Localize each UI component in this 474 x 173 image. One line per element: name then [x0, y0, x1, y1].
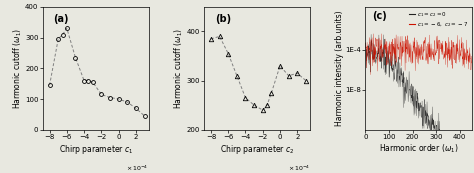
X-axis label: Harmonic order ($\omega_1$): Harmonic order ($\omega_1$): [379, 143, 458, 155]
Text: (a): (a): [53, 14, 69, 24]
Legend: $c_1 = c_2 = 0$, $c_1 = -6,\ c_2 = -7$: $c_1 = c_2 = 0$, $c_1 = -6,\ c_2 = -7$: [409, 10, 469, 30]
X-axis label: Chirp parameter $c_2$: Chirp parameter $c_2$: [220, 143, 294, 156]
X-axis label: Chirp parameter $c_1$: Chirp parameter $c_1$: [59, 143, 133, 156]
Y-axis label: Harmonic intensity (arb.units): Harmonic intensity (arb.units): [335, 11, 344, 126]
Text: $\times\,10^{-4}$: $\times\,10^{-4}$: [127, 164, 149, 173]
Text: $\times\,10^{-4}$: $\times\,10^{-4}$: [288, 164, 310, 173]
Y-axis label: Harmonic cutoff ($\omega_1$): Harmonic cutoff ($\omega_1$): [173, 28, 185, 109]
Text: (c): (c): [372, 11, 387, 21]
Y-axis label: Harmonic cutoff ($\omega_1$): Harmonic cutoff ($\omega_1$): [11, 28, 24, 109]
Text: (b): (b): [215, 14, 231, 24]
